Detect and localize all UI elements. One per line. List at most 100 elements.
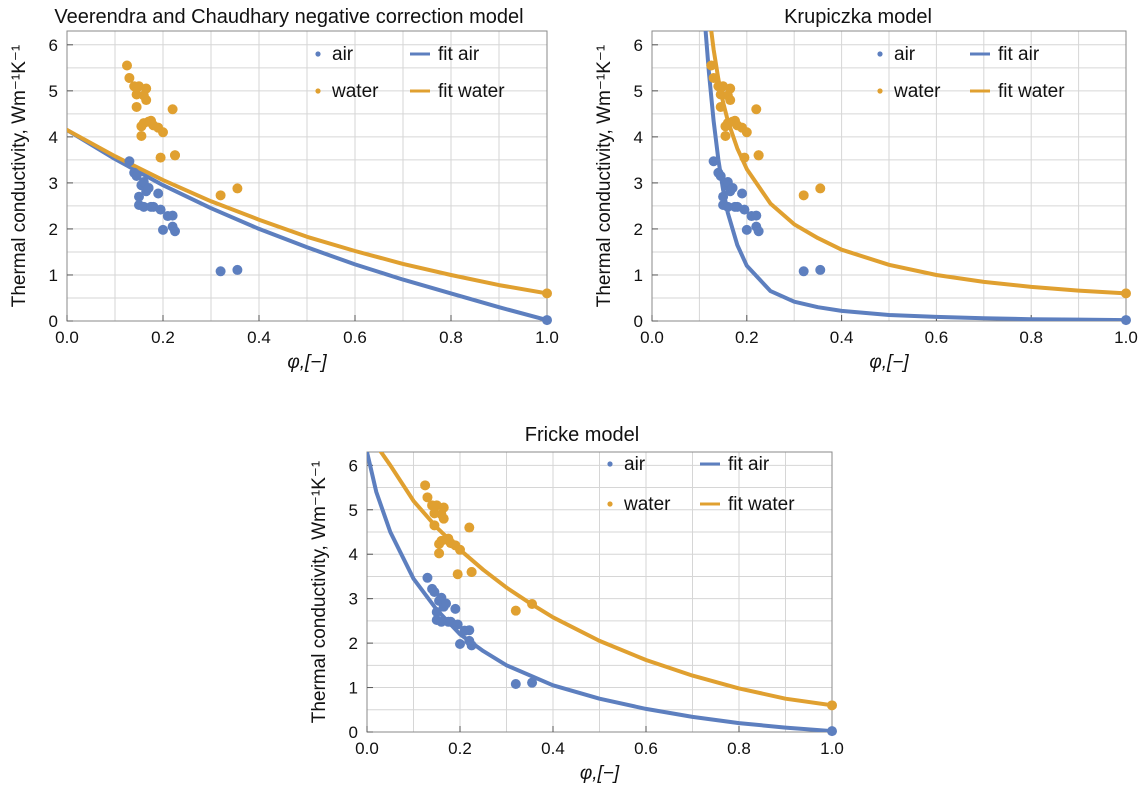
data-point-water xyxy=(438,502,449,513)
data-point-air xyxy=(751,210,762,221)
chart-title: Krupiczka model xyxy=(784,6,932,28)
y-tick-label: 3 xyxy=(49,174,58,193)
data-point-water xyxy=(815,183,826,194)
data-point-water xyxy=(429,520,440,531)
data-point-air xyxy=(510,679,521,689)
data-point-air xyxy=(798,266,809,277)
x-tick-label: 0.2 xyxy=(448,739,472,758)
series-line-fit-air xyxy=(67,128,547,321)
series-line-fit-air xyxy=(703,31,1126,321)
chart-panel-krupiczka: 0.0 0.2 0.4 0.6 0.8 1.0 0 1 2 3 4 5 6 Krupiczka model… xyxy=(580,0,1143,400)
x-tick-label: 0.6 xyxy=(343,328,367,347)
x-tick-label: 0.2 xyxy=(735,328,759,347)
data-point-water xyxy=(141,95,152,106)
data-point-water xyxy=(122,60,132,71)
data-point-air xyxy=(815,264,826,275)
data-point-air xyxy=(232,264,243,275)
data-point-air xyxy=(429,587,440,597)
series-line-fit-water xyxy=(709,31,1126,296)
data-point-air xyxy=(727,182,738,193)
data-point-water xyxy=(708,72,719,83)
y-tick-label: 1 xyxy=(49,266,58,285)
data-point-air xyxy=(753,226,764,237)
legend-label: air xyxy=(332,44,354,65)
y-axis-label: Thermal conductivity, Wm⁻¹K⁻¹ xyxy=(309,461,330,724)
y-axis-label: Thermal conductivity, Wm⁻¹K⁻¹ xyxy=(594,45,615,308)
data-point-air xyxy=(715,171,726,181)
chart-title: Fricke model xyxy=(525,424,639,446)
y-tick-label: 1 xyxy=(634,266,643,285)
legend-label: water xyxy=(623,494,671,515)
data-point-air xyxy=(741,224,752,235)
data-point-water xyxy=(464,522,475,533)
series-line-fit-water xyxy=(67,128,547,296)
x-tick-label: 0.6 xyxy=(634,739,658,758)
data-point-air xyxy=(718,191,729,202)
data-point-water xyxy=(124,72,135,83)
legend-marker xyxy=(877,51,883,57)
legend-label: fit water xyxy=(998,81,1065,102)
plot-frame xyxy=(366,451,833,733)
data-point-air xyxy=(138,201,149,212)
data-point-water xyxy=(725,95,736,106)
data-point-air xyxy=(215,266,226,277)
x-tick-label: 1.0 xyxy=(820,739,844,758)
data-point-water xyxy=(422,492,433,503)
data-point-air xyxy=(170,226,180,237)
y-tick-label: 4 xyxy=(634,128,643,147)
data-point-air xyxy=(158,224,168,235)
data-point-air xyxy=(167,210,178,221)
data-point-air xyxy=(422,572,433,583)
y-tick-label: 0 xyxy=(634,312,643,331)
data-point-water xyxy=(232,183,243,194)
chart-svg: 0.0 0.2 0.4 0.6 0.8 1.0 0 1 2 3 4 5 6 Krupiczka model… xyxy=(594,6,1138,373)
data-point-air xyxy=(827,726,837,737)
legend-marker xyxy=(315,51,321,57)
data-point-air xyxy=(464,625,475,636)
data-point-air xyxy=(143,182,154,193)
data-point-air xyxy=(542,315,552,326)
y-tick-label: 4 xyxy=(49,128,58,147)
legend-label: water xyxy=(331,81,379,102)
chart-svg: 0.0 0.2 0.4 0.6 0.8 1.0 0 1 2 3 4 5 6 Veerendra and C… xyxy=(9,6,559,373)
data-point-water xyxy=(420,480,431,491)
y-tick-label: 4 xyxy=(349,545,358,564)
chart-svg: 0.0 0.2 0.4 0.6 0.8 1.0 0 1 2 3 4 5 6 Fricke model φ,[… xyxy=(309,424,844,784)
data-point-air xyxy=(452,619,463,630)
data-point-water xyxy=(434,548,445,559)
x-tick-label: 0.4 xyxy=(541,739,565,758)
data-point-air xyxy=(708,156,719,167)
x-tick-label: 0.4 xyxy=(830,328,854,347)
x-axis-label: φ,[−] xyxy=(580,763,620,784)
data-point-water xyxy=(751,104,762,115)
data-point-water xyxy=(720,130,731,141)
data-point-air xyxy=(436,616,447,627)
data-point-water xyxy=(466,567,477,577)
data-point-water xyxy=(141,83,152,94)
x-tick-label: 0.8 xyxy=(1019,328,1043,347)
data-point-water xyxy=(753,150,764,161)
data-point-water xyxy=(170,150,180,161)
legend-label: fit air xyxy=(438,44,480,65)
data-point-water xyxy=(741,127,752,138)
data-point-water xyxy=(706,60,717,71)
y-tick-label: 6 xyxy=(634,36,643,55)
data-point-water xyxy=(715,101,726,112)
data-point-air xyxy=(737,188,748,199)
y-tick-label: 6 xyxy=(49,36,58,55)
y-tick-label: 2 xyxy=(634,220,643,239)
data-point-water xyxy=(510,605,521,616)
plot-frame xyxy=(66,30,548,322)
y-tick-label: 3 xyxy=(634,174,643,193)
y-tick-label: 1 xyxy=(349,679,358,698)
legend-marker xyxy=(315,88,321,94)
chart-panel-veerendra: 0.0 0.2 0.4 0.6 0.8 1.0 0 1 2 3 4 5 6 Veerendra and C… xyxy=(0,0,575,400)
data-point-water xyxy=(827,700,837,711)
y-axis-label: Thermal conductivity, Wm⁻¹K⁻¹ xyxy=(9,45,30,308)
data-point-air xyxy=(155,204,166,215)
y-tick-label: 5 xyxy=(49,82,58,101)
legend-label: fit air xyxy=(728,454,770,475)
data-point-water xyxy=(131,101,142,112)
x-tick-label: 0.0 xyxy=(640,328,664,347)
y-tick-label: 2 xyxy=(349,634,358,653)
